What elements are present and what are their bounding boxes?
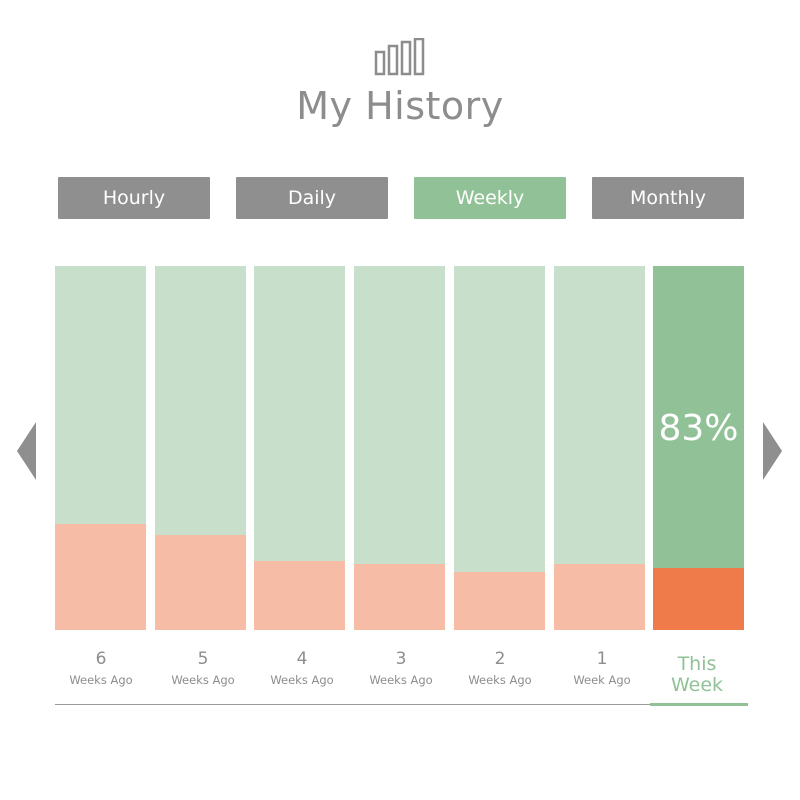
bar-segment-top xyxy=(653,266,744,568)
bar-segment-bottom xyxy=(155,535,246,630)
bar-segment-bottom xyxy=(554,564,645,630)
current-week-line2: Week xyxy=(670,674,724,696)
chevron-right-icon[interactable] xyxy=(762,422,782,480)
week-label-text: Weeks Ago xyxy=(468,673,532,687)
bar-segment-bottom xyxy=(653,568,744,630)
current-week-line1: This xyxy=(677,653,717,675)
week-label[interactable]: 1 Week Ago xyxy=(554,645,650,687)
week-label-text: Weeks Ago xyxy=(369,673,433,687)
week-label-number: 1 xyxy=(596,649,608,669)
bar-segment-top xyxy=(454,266,545,572)
bar-week[interactable] xyxy=(554,266,645,630)
week-label[interactable]: 2 Weeks Ago xyxy=(452,645,548,687)
tab-daily[interactable]: Daily xyxy=(236,177,388,219)
bar-week[interactable] xyxy=(354,266,445,630)
bar-segment-bottom xyxy=(454,572,545,630)
page-title: My History xyxy=(296,84,504,128)
week-label-text: Week Ago xyxy=(573,673,631,687)
bar-segment-top xyxy=(254,266,345,561)
bar-week[interactable] xyxy=(254,266,345,630)
current-week-label: This Week xyxy=(649,645,745,696)
bar-week[interactable] xyxy=(55,266,146,630)
bar-segment-bottom xyxy=(254,561,345,630)
bar-segment-top xyxy=(55,266,146,524)
tab-monthly[interactable]: Monthly xyxy=(592,177,744,219)
week-label-number: 3 xyxy=(395,649,407,669)
week-label-text: Weeks Ago xyxy=(270,673,334,687)
bar-chart-icon xyxy=(374,38,425,76)
bar-segment-top xyxy=(155,266,246,535)
bar-segment-bottom xyxy=(55,524,146,630)
week-label-current[interactable]: This Week xyxy=(649,645,745,696)
tab-hourly[interactable]: Hourly xyxy=(58,177,210,219)
week-label-text: Weeks Ago xyxy=(69,673,133,687)
week-label-number: 4 xyxy=(296,649,308,669)
bar-segment-bottom xyxy=(354,564,445,630)
bar-segment-top xyxy=(354,266,445,564)
bar-segment-top xyxy=(554,266,645,564)
weekly-history-chart: 83% xyxy=(55,266,744,630)
tab-weekly[interactable]: Weekly xyxy=(414,177,566,219)
bar-percent-label: 83% xyxy=(658,408,739,449)
week-labels: 6 Weeks Ago 5 Weeks Ago 4 Weeks Ago 3 We… xyxy=(55,645,744,705)
bar-week[interactable] xyxy=(454,266,545,630)
week-label-number: 6 xyxy=(95,649,107,669)
week-label[interactable]: 5 Weeks Ago xyxy=(155,645,251,687)
week-label[interactable]: 4 Weeks Ago xyxy=(254,645,350,687)
current-week-underline xyxy=(650,703,748,706)
chevron-left-icon[interactable] xyxy=(17,422,37,480)
week-label-number: 2 xyxy=(494,649,506,669)
period-tabs: Hourly Daily Weekly Monthly xyxy=(58,177,744,219)
week-label-text: Weeks Ago xyxy=(171,673,235,687)
bar-this-week[interactable]: 83% xyxy=(653,266,744,630)
axis-line xyxy=(55,704,651,705)
week-label[interactable]: 3 Weeks Ago xyxy=(353,645,449,687)
week-label[interactable]: 6 Weeks Ago xyxy=(53,645,149,687)
week-label-number: 5 xyxy=(197,649,209,669)
bar-week[interactable] xyxy=(155,266,246,630)
